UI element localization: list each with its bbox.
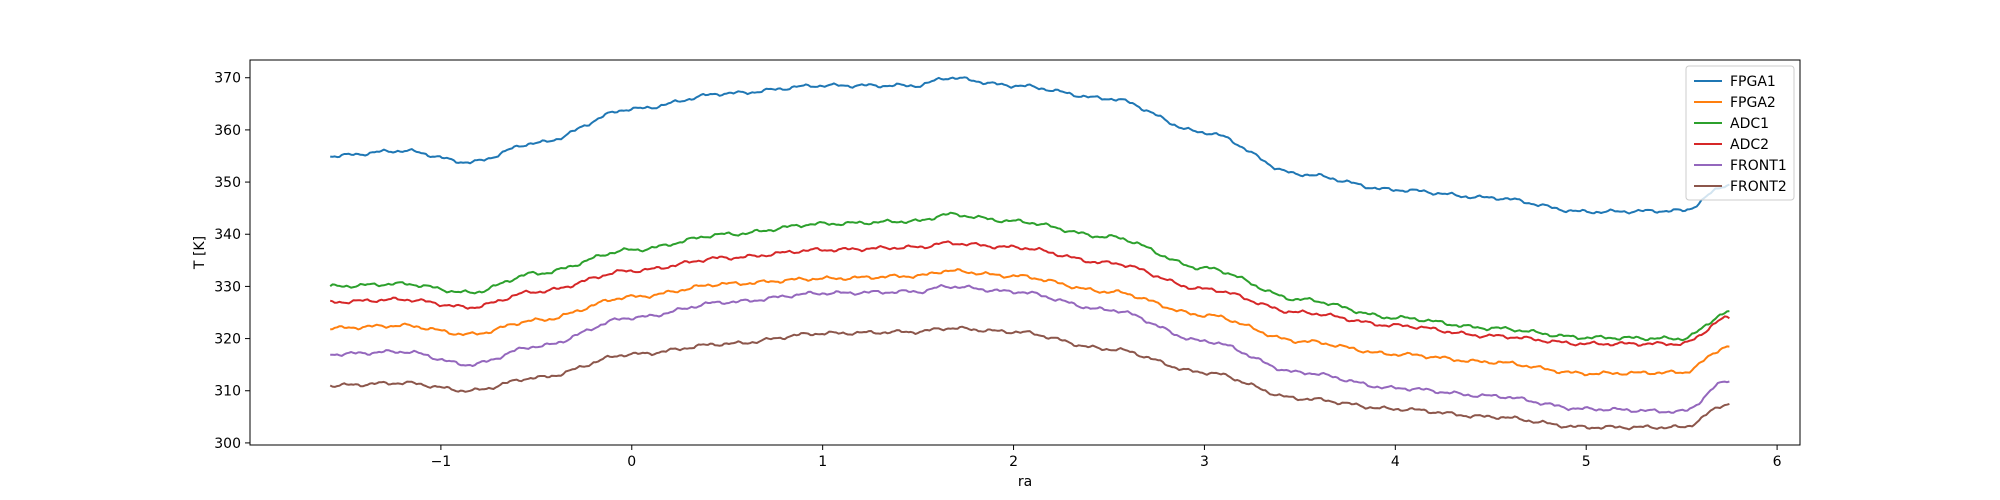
legend-label-fpga2: FPGA2 — [1730, 95, 1776, 111]
x-tick-label: 0 — [627, 454, 636, 470]
x-tick-label: −1 — [431, 454, 452, 470]
y-tick-label: 300 — [214, 436, 241, 452]
x-axis-ticks: −1 0 1 2 3 4 5 6 — [431, 445, 1782, 470]
plot-frame — [249, 59, 1801, 446]
legend-box — [1685, 65, 1795, 201]
legend-label-front2: FRONT2 — [1730, 179, 1787, 195]
y-tick-label: 340 — [214, 227, 241, 243]
series-line-fpga2 — [330, 268, 1730, 377]
x-tick-label: 3 — [1200, 454, 1209, 470]
x-tick-label: 1 — [818, 454, 827, 470]
series-line-fpga1 — [330, 76, 1730, 215]
y-axis-ticks: 300 310 320 330 340 350 360 370 — [214, 71, 250, 452]
legend: FPGA1 FPGA2 ADC1 ADC2 FRONT1 FRONT2 — [1685, 65, 1795, 201]
x-tick-label: 4 — [1391, 454, 1400, 470]
series-line-front2 — [329, 325, 1730, 431]
legend-label-fpga1: FPGA1 — [1730, 74, 1776, 90]
series-line-adc2 — [329, 240, 1730, 347]
y-tick-label: 350 — [214, 175, 241, 191]
legend-label-adc1: ADC1 — [1730, 116, 1769, 132]
x-axis-label: ra — [1018, 474, 1032, 490]
y-tick-label: 370 — [214, 71, 241, 87]
series-line-adc1 — [329, 211, 1730, 342]
x-tick-label: 2 — [1009, 454, 1018, 470]
y-tick-label: 360 — [214, 123, 241, 139]
series-line-front1 — [330, 284, 1730, 414]
x-tick-label: 5 — [1582, 454, 1591, 470]
y-axis-label: T [K] — [192, 236, 208, 270]
x-tick-label: 6 — [1773, 454, 1782, 470]
y-tick-label: 310 — [214, 384, 241, 400]
legend-label-front1: FRONT1 — [1730, 158, 1787, 174]
legend-label-adc2: ADC2 — [1730, 137, 1769, 153]
y-tick-label: 320 — [214, 332, 241, 348]
series-lines — [329, 76, 1730, 431]
y-tick-label: 330 — [214, 279, 241, 295]
